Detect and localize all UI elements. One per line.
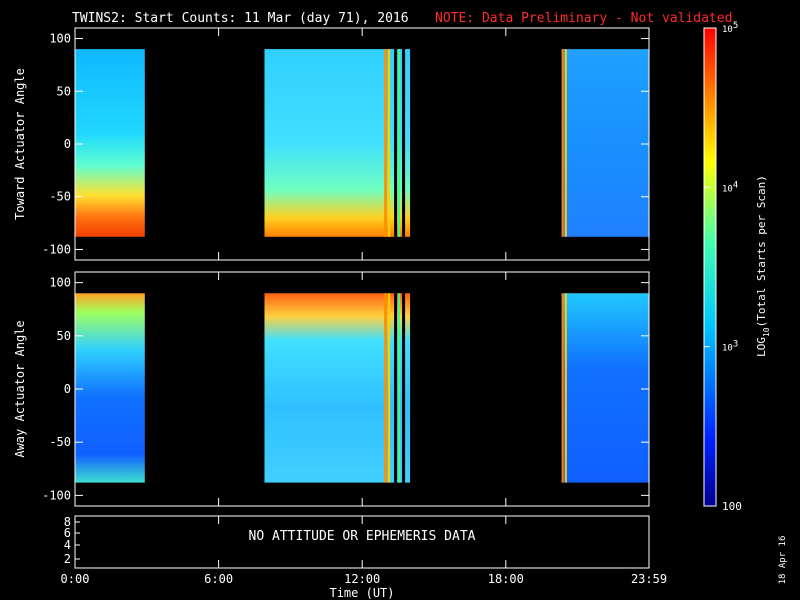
toward-ytick-label: -50 xyxy=(49,190,71,204)
ephemeris-ytick-label: 4 xyxy=(64,538,71,552)
chart-title: TWINS2: Start Counts: 11 Mar (day 71), 2… xyxy=(72,11,409,26)
toward-heatmap-data xyxy=(75,49,649,237)
toward-stripe-4 xyxy=(398,49,401,237)
away-ytick-label: 100 xyxy=(49,276,71,290)
toward-panel: 100 50 0 -50 -100 Toward Actuator Angle xyxy=(13,27,650,261)
colorbar-ticks: 105 104 103 100 xyxy=(704,21,742,513)
away-edge-stripe-2 xyxy=(564,293,567,483)
ephemeris-ytick-label: 6 xyxy=(64,526,71,540)
xtick-label: 12:00 xyxy=(344,572,380,586)
toward-edge-stripe-1 xyxy=(561,49,564,237)
colorbar-label: LOG10(Total Starts per Scan) xyxy=(755,175,771,357)
toward-ytick-label: 0 xyxy=(64,137,71,151)
away-ytick-label: -50 xyxy=(49,435,71,449)
away-data-block-1 xyxy=(75,293,145,483)
xtick-label: 23:59 xyxy=(631,572,667,586)
colorbar-gradient xyxy=(704,28,716,506)
colorbar-tick-label: 105 xyxy=(722,21,738,35)
preliminary-note: NOTE: Data Preliminary - Not validated xyxy=(435,11,732,26)
time-x-ticks: 0:00 6:00 12:00 18:00 23:59 xyxy=(61,28,667,586)
colorbar: 105 104 103 100 LOG10(Total Starts per Scan… xyxy=(703,21,771,513)
away-ytick-label: 0 xyxy=(64,382,71,396)
toward-stripe-1 xyxy=(384,49,388,237)
date-stamp: 18 Apr 16 xyxy=(778,536,788,585)
away-heatmap-data xyxy=(75,293,649,483)
colorbar-tick-label: 100 xyxy=(722,500,742,513)
away-stripe-5 xyxy=(402,293,406,483)
colorbar-label-prefix: LOG xyxy=(755,337,768,357)
away-ytick-label: 50 xyxy=(57,329,71,343)
toward-y-axis-label: Toward Actuator Angle xyxy=(13,68,27,220)
colorbar-label-rest: (Total Starts per Scan) xyxy=(755,175,768,327)
toward-stripe-2 xyxy=(388,49,391,237)
toward-y-ticks: 100 50 0 -50 -100 xyxy=(42,32,649,256)
away-panel: 100 50 0 -50 -100 Away Actuator Angle xyxy=(13,271,650,507)
away-stripe-2 xyxy=(388,293,391,483)
xtick-label: 6:00 xyxy=(204,572,233,586)
xtick-label: 0:00 xyxy=(61,572,90,586)
away-stripe-3 xyxy=(394,293,398,483)
toward-ytick-label: 50 xyxy=(57,84,71,98)
colorbar-tick-label: 103 xyxy=(722,340,738,354)
ephemeris-ytick-label: 8 xyxy=(64,515,71,529)
away-stripe-4 xyxy=(398,293,401,483)
ephemeris-ytick-label: 2 xyxy=(64,552,71,566)
away-edge-stripe-1 xyxy=(561,293,564,483)
away-ytick-label: -100 xyxy=(42,488,71,502)
x-axis-label: Time (UT) xyxy=(329,586,394,600)
toward-stripe-5 xyxy=(402,49,406,237)
away-y-axis-label: Away Actuator Angle xyxy=(13,320,27,457)
away-stripe-1 xyxy=(384,293,388,483)
colorbar-tick-label: 104 xyxy=(722,180,738,194)
toward-data-block-3 xyxy=(561,49,649,237)
colorbar-label-subscript: 10 xyxy=(762,327,771,337)
toward-stripe-3 xyxy=(394,49,398,237)
toward-data-block-1 xyxy=(75,49,145,237)
toward-edge-stripe-2 xyxy=(564,49,567,237)
toward-ytick-label: 100 xyxy=(49,32,71,46)
xtick-label: 18:00 xyxy=(488,572,524,586)
no-data-message: NO ATTITUDE OR EPHEMERIS DATA xyxy=(249,529,476,544)
away-data-block-3 xyxy=(561,293,649,483)
toward-ytick-label: -100 xyxy=(42,242,71,256)
away-y-ticks: 100 50 0 -50 -100 xyxy=(42,276,649,502)
